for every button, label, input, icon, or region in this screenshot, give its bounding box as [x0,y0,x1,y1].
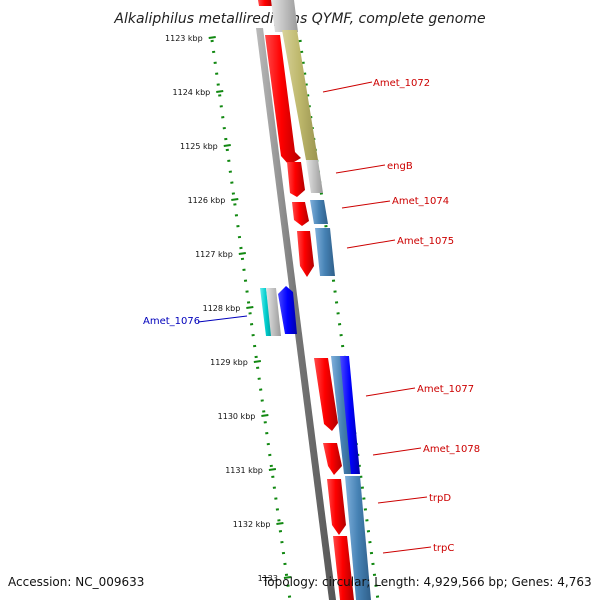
tick-mark [216,90,224,93]
tick-mark [208,36,216,39]
tick-label: 1131 kbp [225,466,263,475]
gene-feature[interactable] [306,160,323,193]
tick-label: 1124 kbp [173,88,211,97]
tick-label: 1129 kbp [210,358,248,367]
gene-label-amet-1074[interactable]: Amet_1074 [392,196,449,207]
gene-feature[interactable] [265,35,301,165]
tick-label: 1123 kbp [165,34,203,43]
leader-line [365,387,416,397]
gene-feature[interactable] [340,356,360,474]
leader-line [372,447,422,456]
gene-label-amet-1072[interactable]: Amet_1072 [373,78,430,89]
tick-label: 1130 kbp [218,412,256,421]
gene-feature[interactable] [258,0,273,6]
gene-feature[interactable] [287,162,305,197]
tick-label: 1125 kbp [180,142,218,151]
gene-feature[interactable] [327,479,346,535]
tick-mark [253,360,261,363]
gene-feature[interactable] [323,443,342,475]
tick-group: 1123 kbp 1124 kbp 1125 kbp 1126 kbp 1127 kbp… [165,34,292,583]
gene-feature[interactable] [333,536,354,600]
gene-feature[interactable] [278,286,297,334]
gene-labels: Amet_1072 engB Amet_1074 Amet_1075 Amet_… [143,78,480,554]
tick-mark [283,576,292,579]
gene-feature[interactable] [260,288,272,336]
gene-label-trpd[interactable]: trpD [429,493,451,504]
leader-line [322,81,373,93]
leader-line [341,200,391,209]
gene-label-amet-1077[interactable]: Amet_1077 [417,384,474,395]
tick-label: 1132 kbp [233,520,271,529]
gene-feature[interactable] [282,30,318,160]
gene-feature[interactable] [310,200,328,224]
tick-label: 1127 kbp [195,250,233,259]
gene-feature[interactable] [331,356,353,474]
gene-feature[interactable] [292,202,309,226]
gene-feature[interactable] [314,358,338,431]
gene-label-amet-1076[interactable]: Amet_1076 [143,316,200,327]
gene-feature[interactable] [315,228,335,276]
leader-line [382,546,432,554]
gene-label-amet-1078[interactable]: Amet_1078 [423,444,480,455]
gene-label-amet-1075[interactable]: Amet_1075 [397,236,454,247]
tick-label: 1126 kbp [188,196,226,205]
gene-feature[interactable] [266,288,281,336]
gene-label-trpc[interactable]: trpC [433,543,454,554]
genome-summary-text: Topology: circular; Length: 4,929,566 bp… [262,575,592,589]
backbone-axis [256,28,336,600]
gene-feature[interactable] [297,231,314,277]
tick-label: 1128 kbp [203,304,241,313]
map-title: Alkaliphilus metalliredigens QYMF, compl… [113,11,485,27]
gene-feature[interactable] [271,0,298,32]
gene-feature[interactable] [345,476,371,600]
tick-mark [231,198,239,201]
feature-track-forward [271,0,371,600]
tick-mark [223,144,231,147]
leader-line [335,164,386,174]
tick-mark [276,522,284,525]
accession-text: Accession: NC_009633 [8,575,145,589]
tick-label: 1133 [258,574,278,583]
tick-mark [246,306,254,309]
gene-label-engb[interactable]: engB [387,161,413,172]
feature-track-reverse [258,0,354,600]
tick-mark [261,414,269,417]
tick-mark [238,252,246,255]
leader-line [197,315,248,323]
leader-line [346,239,396,249]
leader-line [377,496,428,504]
tick-mark [268,468,277,471]
